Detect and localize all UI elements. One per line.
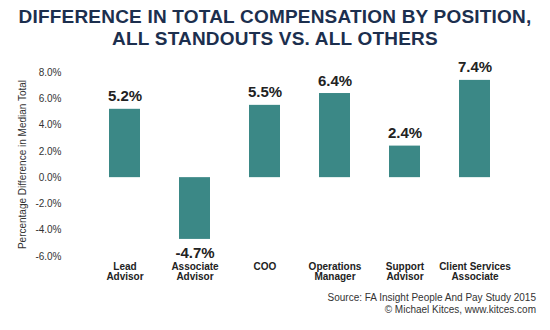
svg-text:-6.0%: -6.0% bbox=[35, 251, 61, 262]
svg-text:-4.0%: -4.0% bbox=[35, 224, 61, 235]
svg-text:0.0%: 0.0% bbox=[39, 172, 62, 183]
html-text:Source: FA Insight People And: Source: FA Insight People And Pay Study … bbox=[327, 292, 536, 303]
svg-text:2.0%: 2.0% bbox=[39, 146, 62, 157]
svg-text:LeadAdvisor: LeadAdvisor bbox=[106, 261, 143, 282]
svg-text:-4.7%: -4.7% bbox=[175, 244, 214, 261]
svg-text:Client ServicesAssociate: Client ServicesAssociate bbox=[439, 261, 511, 282]
svg-text:4.0%: 4.0% bbox=[39, 119, 62, 130]
svg-text:Percentage Difference in Media: Percentage Difference in Median Total bbox=[17, 80, 28, 249]
svg-text:5.5%: 5.5% bbox=[248, 83, 282, 100]
svg-text:6.4%: 6.4% bbox=[318, 72, 352, 89]
svg-text:7.4%: 7.4% bbox=[458, 58, 492, 75]
svg-text:2.4%: 2.4% bbox=[388, 124, 422, 141]
html-text:© Michael Kitces, www.kitces.c: © Michael Kitces, www.kitces.com bbox=[384, 304, 536, 315]
svg-text:OperationsManager: OperationsManager bbox=[309, 261, 362, 282]
svg-text:-2.0%: -2.0% bbox=[35, 198, 61, 209]
svg-text:SupportAdvisor: SupportAdvisor bbox=[386, 261, 425, 282]
svg-text:COO: COO bbox=[254, 261, 277, 272]
svg-text:8.0%: 8.0% bbox=[39, 67, 62, 78]
svg-text:6.0%: 6.0% bbox=[39, 93, 62, 104]
html-text:DIFFERENCE IN TOTAL COMPENSATI: DIFFERENCE IN TOTAL COMPENSATION BY POSI… bbox=[18, 6, 532, 49]
svg-text:5.2%: 5.2% bbox=[108, 87, 142, 104]
svg-text:AssociateAdvisor: AssociateAdvisor bbox=[171, 261, 219, 282]
